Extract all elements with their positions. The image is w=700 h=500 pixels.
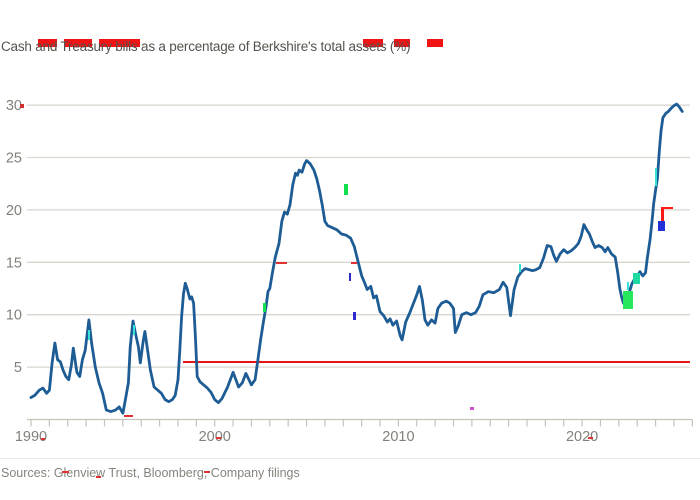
y-axis-label: 20: [6, 203, 22, 219]
y-axis-label: 30: [6, 98, 22, 114]
x-axis-label: 2000: [199, 429, 231, 445]
series-line-cash: [29, 102, 684, 415]
x-axis-label: 2010: [382, 429, 414, 445]
y-axis-label: 25: [6, 151, 22, 167]
y-axis-label: 10: [6, 308, 22, 324]
x-axis-label: 1990: [15, 429, 47, 445]
source-note: Sources: Glenview Trust, Bloomberg, Comp…: [1, 466, 300, 480]
y-axis-label: 15: [6, 255, 22, 271]
y-axis-label: 5: [14, 360, 22, 376]
x-axis-label: 2020: [566, 429, 598, 445]
